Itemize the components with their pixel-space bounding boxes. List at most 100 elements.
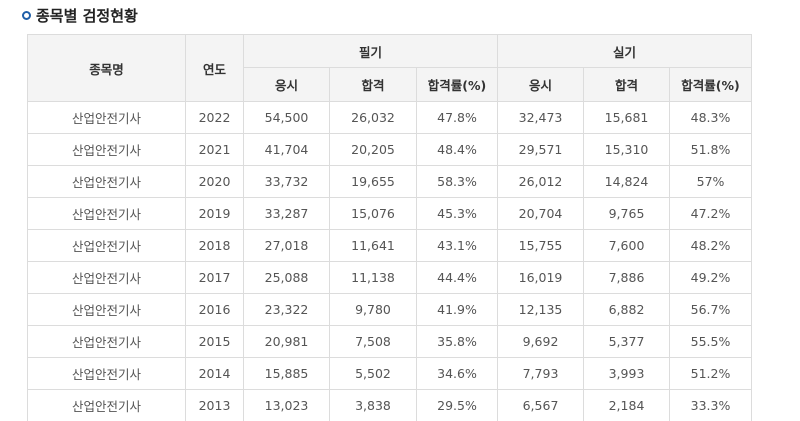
cell-name: 산업안전기사 (27, 293, 186, 326)
cell-practical-passed: 7,600 (583, 229, 671, 262)
cell-year: 2019 (185, 197, 244, 230)
cell-written-pass-rate: 45.3% (415, 197, 499, 230)
cell-practical-pass-rate: 56.7% (669, 293, 753, 326)
cell-name: 산업안전기사 (27, 101, 186, 134)
cell-written-applicants: 54,500 (243, 101, 330, 134)
table-row: 산업안전기사 2016 23,322 9,780 41.9% 12,135 6,… (27, 293, 753, 326)
cell-name: 산업안전기사 (27, 133, 186, 166)
cell-practical-applicants: 32,473 (497, 101, 585, 134)
cell-written-passed: 9,780 (329, 293, 417, 326)
table-row: 산업안전기사 2021 41,704 20,205 48.4% 29,571 1… (27, 133, 753, 166)
header-name: 종목명 (27, 34, 186, 102)
cell-written-applicants: 33,287 (243, 197, 330, 230)
cell-written-pass-rate: 43.1% (415, 229, 499, 262)
cell-written-passed: 5,502 (329, 357, 417, 390)
cell-written-applicants: 23,322 (243, 293, 330, 326)
cell-name: 산업안전기사 (27, 325, 186, 358)
header-written: 필기 (242, 34, 499, 68)
cell-practical-passed: 14,824 (583, 165, 671, 198)
cell-written-applicants: 13,023 (243, 389, 330, 421)
cell-written-pass-rate: 34.6% (415, 357, 499, 390)
header-practical: 실기 (497, 34, 753, 68)
cell-written-pass-rate: 47.8% (415, 101, 499, 134)
cell-practical-applicants: 20,704 (497, 197, 585, 230)
table-row: 산업안전기사 2014 15,885 5,502 34.6% 7,793 3,9… (27, 357, 753, 390)
exam-stats-table: 종목명 연도 필기 실기 응시 합격 합격률(%) 응시 합격 합격률(%) 산… (27, 34, 753, 421)
cell-written-pass-rate: 58.3% (415, 165, 499, 198)
cell-practical-pass-rate: 51.2% (669, 357, 753, 390)
cell-written-pass-rate: 41.9% (415, 293, 499, 326)
cell-practical-pass-rate: 55.5% (669, 325, 753, 358)
table-row: 산업안전기사 2017 25,088 11,138 44.4% 16,019 7… (27, 261, 753, 294)
cell-name: 산업안전기사 (27, 357, 186, 390)
cell-practical-passed: 15,681 (583, 101, 671, 134)
circle-bullet-icon (22, 10, 31, 20)
table-row: 산업안전기사 2020 33,732 19,655 58.3% 26,012 1… (27, 165, 753, 198)
cell-practical-passed: 7,886 (583, 261, 671, 294)
cell-practical-pass-rate: 48.2% (669, 229, 753, 262)
cell-written-applicants: 15,885 (243, 357, 330, 390)
cell-written-pass-rate: 44.4% (415, 261, 499, 294)
cell-year: 2020 (185, 165, 244, 198)
cell-practical-pass-rate: 33.3% (669, 389, 753, 421)
cell-written-applicants: 33,732 (243, 165, 330, 198)
table-row: 산업안전기사 2018 27,018 11,641 43.1% 15,755 7… (27, 229, 753, 262)
cell-year: 2013 (185, 389, 244, 421)
cell-year: 2015 (185, 325, 244, 358)
cell-practical-pass-rate: 51.8% (669, 133, 753, 166)
cell-practical-passed: 2,184 (583, 389, 671, 421)
cell-practical-passed: 3,993 (583, 357, 671, 390)
section-title: 종목별 검정현황 (36, 6, 138, 25)
cell-practical-passed: 15,310 (583, 133, 671, 166)
cell-year: 2017 (185, 261, 244, 294)
cell-written-passed: 3,838 (329, 389, 417, 421)
cell-practical-applicants: 6,567 (497, 389, 585, 421)
cell-written-pass-rate: 35.8% (415, 325, 499, 358)
cell-written-passed: 11,138 (329, 261, 417, 294)
cell-year: 2018 (185, 229, 244, 262)
cell-year: 2016 (185, 293, 244, 326)
cell-written-applicants: 20,981 (243, 325, 330, 358)
section-heading: 종목별 검정현황 (22, 5, 138, 25)
cell-practical-applicants: 29,571 (497, 133, 585, 166)
cell-practical-applicants: 26,012 (497, 165, 585, 198)
cell-practical-passed: 9,765 (583, 197, 671, 230)
cell-written-applicants: 27,018 (243, 229, 330, 262)
header-year: 연도 (185, 34, 244, 102)
header-practical-applicants: 응시 (497, 67, 585, 102)
cell-name: 산업안전기사 (27, 197, 186, 230)
cell-written-passed: 26,032 (329, 101, 417, 134)
cell-practical-applicants: 16,019 (497, 261, 585, 294)
table-row: 산업안전기사 2015 20,981 7,508 35.8% 9,692 5,3… (27, 325, 753, 358)
cell-written-passed: 15,076 (329, 197, 417, 230)
cell-practical-applicants: 9,692 (497, 325, 585, 358)
cell-name: 산업안전기사 (27, 389, 186, 421)
cell-practical-passed: 5,377 (583, 325, 671, 358)
cell-year: 2021 (185, 133, 244, 166)
cell-practical-applicants: 15,755 (497, 229, 585, 262)
table-row: 산업안전기사 2022 54,500 26,032 47.8% 32,473 1… (27, 101, 753, 134)
cell-written-passed: 19,655 (329, 165, 417, 198)
header-practical-pass-rate: 합격률(%) (669, 67, 753, 102)
cell-written-passed: 7,508 (329, 325, 417, 358)
table-row: 산업안전기사 2013 13,023 3,838 29.5% 6,567 2,1… (27, 389, 753, 421)
cell-practical-pass-rate: 57% (669, 165, 753, 198)
header-practical-passed: 합격 (583, 67, 671, 102)
cell-written-applicants: 25,088 (243, 261, 330, 294)
header-written-pass-rate: 합격률(%) (415, 67, 499, 102)
cell-year: 2022 (185, 101, 244, 134)
header-written-passed: 합격 (329, 67, 417, 102)
cell-practical-applicants: 7,793 (497, 357, 585, 390)
table-row: 산업안전기사 2019 33,287 15,076 45.3% 20,704 9… (27, 197, 753, 230)
cell-written-applicants: 41,704 (243, 133, 330, 166)
cell-name: 산업안전기사 (27, 229, 186, 262)
cell-written-pass-rate: 29.5% (415, 389, 499, 421)
cell-written-passed: 11,641 (329, 229, 417, 262)
header-written-applicants: 응시 (243, 67, 330, 102)
cell-name: 산업안전기사 (27, 165, 186, 198)
cell-written-pass-rate: 48.4% (415, 133, 499, 166)
cell-written-passed: 20,205 (329, 133, 417, 166)
cell-practical-passed: 6,882 (583, 293, 671, 326)
cell-practical-applicants: 12,135 (497, 293, 585, 326)
